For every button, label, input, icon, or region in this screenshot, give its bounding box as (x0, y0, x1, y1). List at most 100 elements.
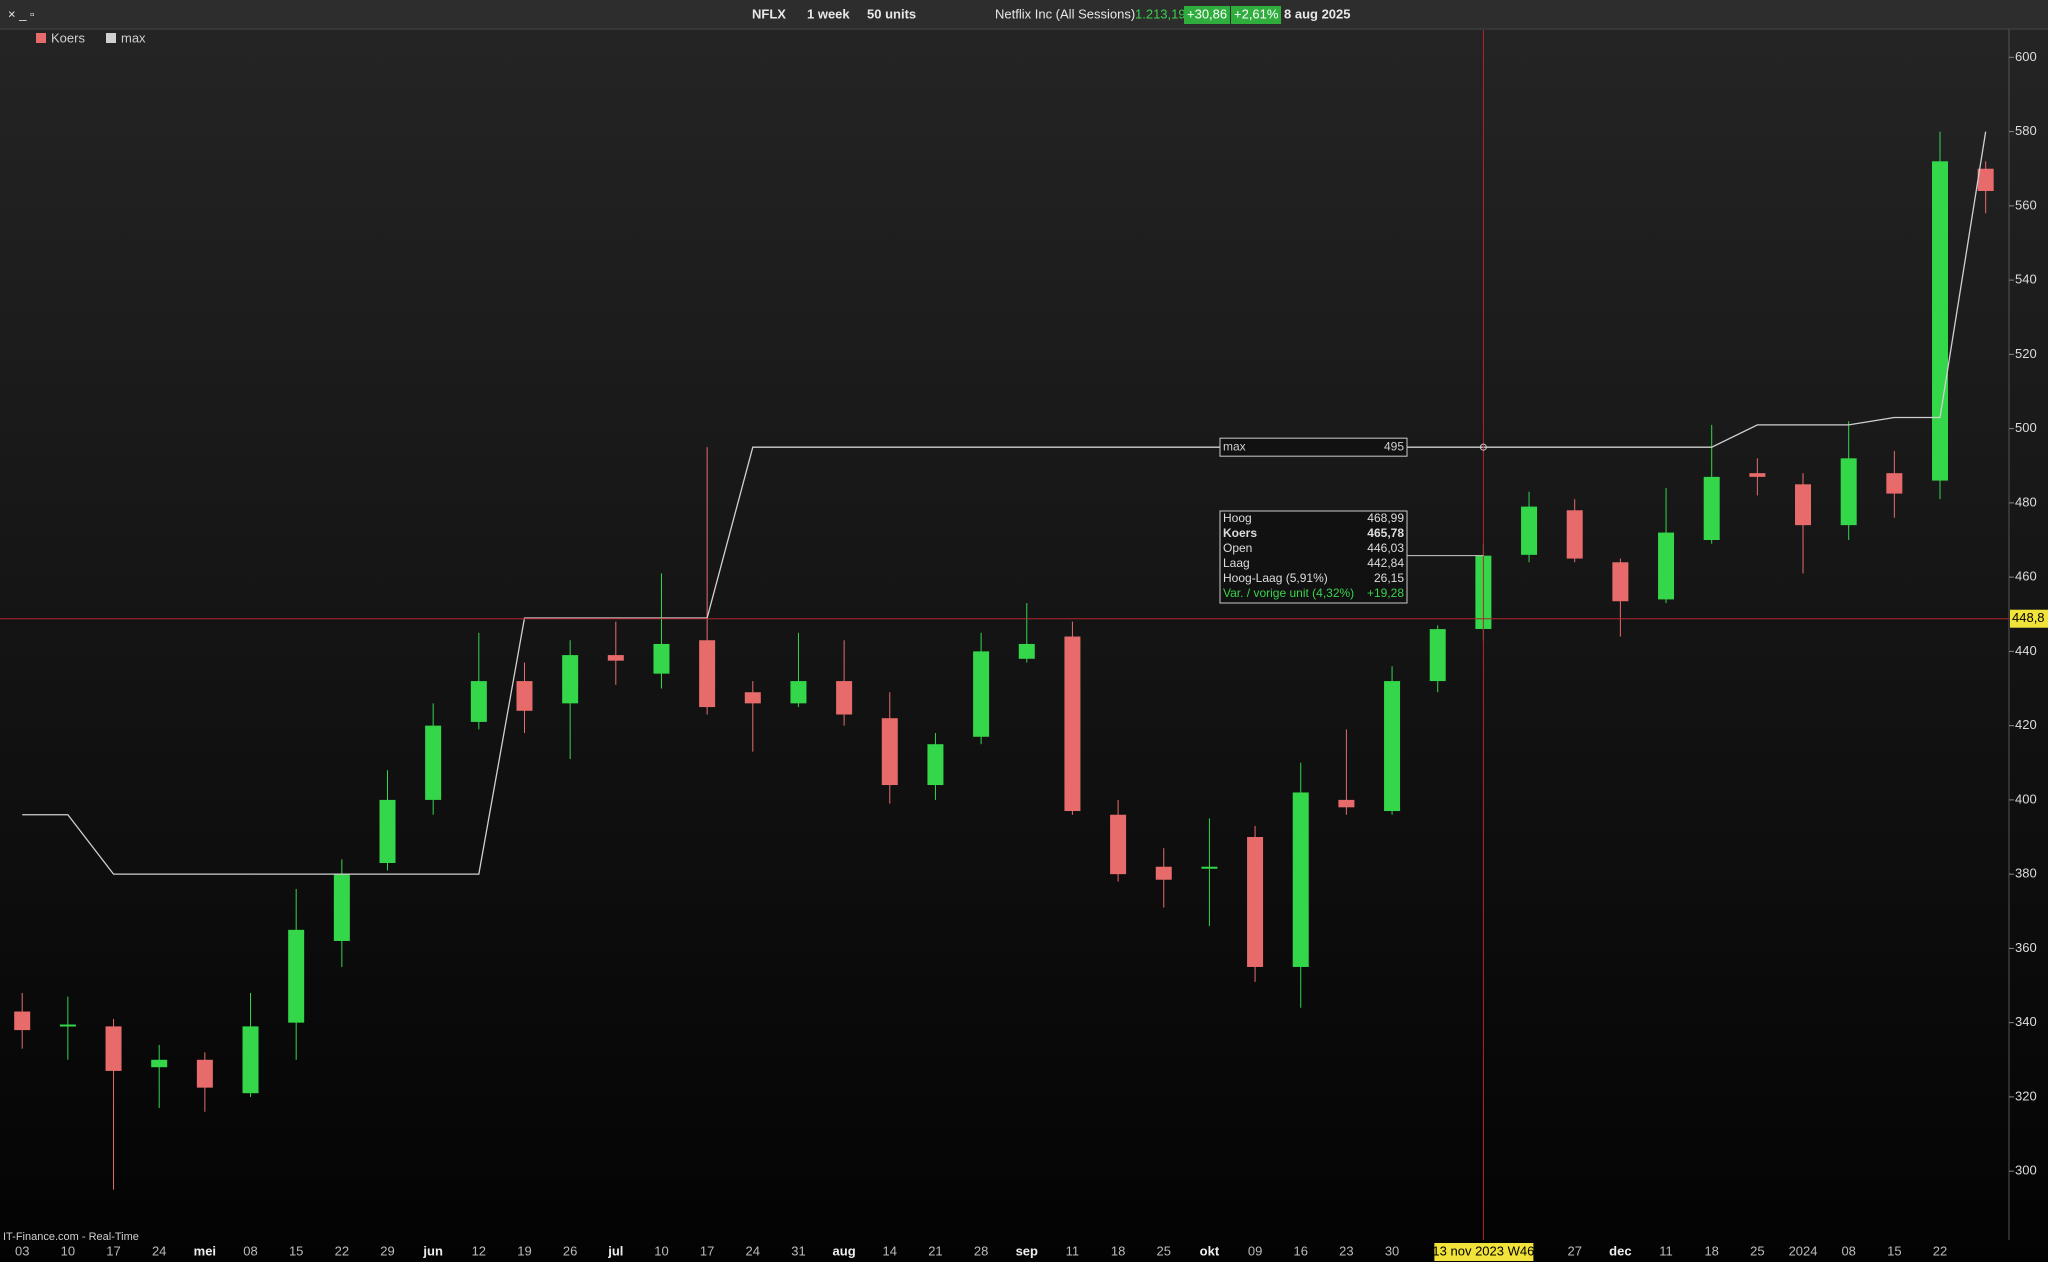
x-tick-label: 30 (1385, 1243, 1399, 1258)
last-price: 1.213,19 (1135, 6, 1186, 21)
y-tick-label: 320 (2015, 1088, 2037, 1103)
change-pct-box (1231, 6, 1281, 24)
x-tick-label: 22 (1933, 1243, 1947, 1258)
y-tick-label: 560 (2015, 197, 2037, 212)
x-tick-label: 22 (335, 1243, 349, 1258)
legend-swatch (36, 33, 46, 43)
candle-body (1110, 814, 1127, 875)
crosshair-y-label: 448,8 (2012, 610, 2045, 625)
candle-body (1247, 837, 1264, 967)
x-tick-label: 31 (791, 1243, 805, 1258)
toolbar (0, 0, 2048, 29)
candle-body (699, 640, 716, 708)
candle-body (1840, 458, 1857, 526)
candle-body (1384, 681, 1401, 812)
interval[interactable]: 1 week (807, 6, 850, 21)
tooltip (1219, 510, 1408, 604)
x-tick-label: 03 (15, 1243, 29, 1258)
y-tick-label: 440 (2015, 643, 2037, 658)
max-box-name: max (1223, 439, 1246, 453)
candle-body (1977, 168, 1994, 191)
tooltip-value: 468,99 (1367, 511, 1404, 525)
candle-body (1886, 473, 1903, 494)
candle-body (105, 1026, 122, 1071)
x-tick-label: 11 (1659, 1243, 1673, 1258)
candle-body (881, 718, 898, 786)
x-tick-label: 12 (472, 1243, 486, 1258)
change-box (1184, 6, 1230, 24)
x-tick-label: 24 (746, 1243, 760, 1258)
x-tick-label: sep (1016, 1243, 1038, 1258)
date: 8 aug 2025 (1284, 6, 1351, 21)
instrument: Netflix Inc (All Sessions) (995, 6, 1135, 21)
candle-body (1338, 799, 1355, 808)
tooltip-value: 465,78 (1367, 526, 1404, 540)
legend-entry[interactable]: max (121, 30, 146, 45)
x-tick-label: 25 (1750, 1243, 1764, 1258)
y-tick-label: 340 (2015, 1014, 2037, 1029)
candle-body (379, 799, 396, 864)
x-tick-label: 11 (1066, 1243, 1080, 1258)
units[interactable]: 50 units (867, 6, 916, 21)
candle-body (607, 655, 624, 661)
candle-body (196, 1059, 213, 1088)
candle-body (14, 1011, 31, 1031)
y-tick-label: 520 (2015, 346, 2037, 361)
footer: IT-Finance.com - Real-Time (3, 1231, 139, 1243)
tooltip-label: Var. / vorige unit (4,32%) (1223, 586, 1354, 600)
candle-body (151, 1059, 168, 1068)
x-tick-label: dec (1609, 1243, 1631, 1258)
candle-body (516, 681, 533, 711)
candle-body (1749, 473, 1766, 477)
candle-body (973, 651, 990, 737)
x-tick-label: aug (833, 1243, 856, 1258)
tooltip-value: 446,03 (1367, 541, 1404, 555)
candle-body (1932, 161, 1949, 481)
x-tick-label: 15 (289, 1243, 303, 1258)
x-tick-label: 14 (883, 1243, 897, 1258)
y-tick-label: 300 (2015, 1163, 2037, 1178)
x-tick-label: 21 (928, 1243, 942, 1258)
x-tick-label: 29 (380, 1243, 394, 1258)
candle-body (744, 692, 761, 704)
symbol[interactable]: NFLX (752, 6, 786, 21)
x-tick-label: 08 (243, 1243, 257, 1258)
candle-body (927, 744, 944, 786)
candle-body (1658, 532, 1675, 600)
candle-body (562, 655, 579, 704)
y-tick-label: 600 (2015, 49, 2037, 64)
y-tick-label: 580 (2015, 123, 2037, 138)
crosshair-x-box (1434, 1243, 1534, 1261)
x-tick-label: 27 (1567, 1243, 1581, 1258)
x-tick-label: 23 (1339, 1243, 1353, 1258)
tooltip-label: Hoog-Laag (5,91%) (1223, 571, 1328, 585)
crosshair-y-box (2010, 609, 2048, 628)
candle-body (1018, 643, 1035, 659)
x-tick-label: 19 (517, 1243, 531, 1258)
y-tick-label: 420 (2015, 717, 2037, 732)
y-tick-label: 400 (2015, 791, 2037, 806)
candle-body (1201, 866, 1218, 869)
tooltip-value: 442,84 (1367, 556, 1404, 570)
candle-body (333, 874, 350, 941)
max-box-value: 495 (1384, 439, 1404, 453)
x-tick-label: jun (422, 1243, 443, 1258)
x-tick-label: 16 (1294, 1243, 1308, 1258)
y-tick-label: 380 (2015, 866, 2037, 881)
candle-body (653, 643, 670, 674)
candle-body (242, 1026, 259, 1094)
x-tick-label: 17 (700, 1243, 714, 1258)
legend-entry[interactable]: Koers (51, 30, 85, 45)
candle-body (1703, 476, 1720, 540)
candle-body (288, 929, 305, 1023)
legend-swatch (106, 33, 116, 43)
x-tick-label: 10 (61, 1243, 75, 1258)
x-tick-label: 09 (1248, 1243, 1262, 1258)
y-tick-label: 460 (2015, 569, 2037, 584)
x-tick-label: 2024 (1789, 1243, 1818, 1258)
window-close[interactable]: × _ ▫ (8, 6, 35, 21)
cursor-dot (1479, 443, 1487, 451)
x-tick-label: 18 (1111, 1243, 1125, 1258)
x-tick-label: 28 (974, 1243, 988, 1258)
